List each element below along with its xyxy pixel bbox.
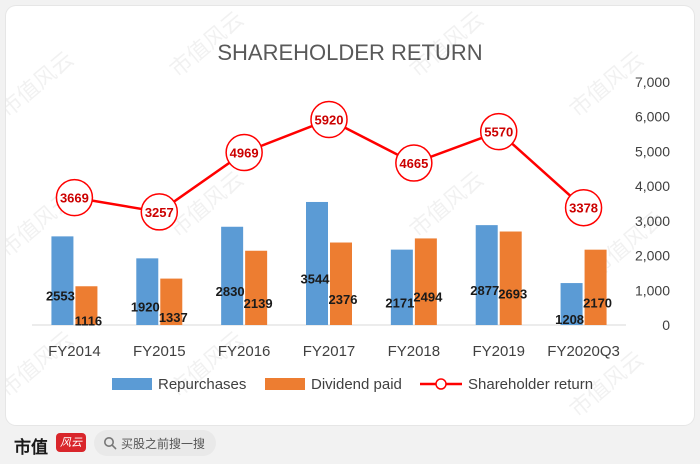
y-tick-label: 7,000 xyxy=(635,74,670,90)
shareholder-return-point xyxy=(140,193,179,231)
dividend-data-label: 2170 xyxy=(583,295,612,310)
y-tick-label: 0 xyxy=(662,317,670,333)
x-tick-label: FY2016 xyxy=(218,343,271,360)
watermark-text: 市值风云 xyxy=(6,47,79,123)
legend: Repurchases Dividend paid Shareholder retu… xyxy=(112,376,593,393)
shareholder-return-data-label: 3669 xyxy=(60,191,89,206)
repurchases-bar xyxy=(221,226,244,325)
shareholder-return-point xyxy=(225,133,263,172)
shareholder-return-data-label: 5920 xyxy=(315,112,344,127)
watermark-text: 市值风云 xyxy=(6,327,79,403)
repurchases-data-label: 2171 xyxy=(385,295,414,310)
repurchases-bar xyxy=(136,258,159,325)
x-axis-labels: FY2014 FY2015 FY2016 FY2017 FY2018 FY2019 FY20… xyxy=(48,343,620,360)
shareholder-return-data-label: 3257 xyxy=(145,205,174,220)
dividend-bar xyxy=(160,278,183,325)
y-tick-label: 4,000 xyxy=(635,178,670,194)
repurchases-bar xyxy=(390,249,413,325)
dividend-bar xyxy=(584,249,607,325)
repurchases-data-label: 2553 xyxy=(46,289,75,304)
dividend-data-label: 1337 xyxy=(159,310,188,325)
brand-logo: 风云 xyxy=(56,433,86,452)
dividend-data-label: 2376 xyxy=(329,292,358,307)
shareholder-return-data-label: 4665 xyxy=(399,156,428,171)
shareholder-return-point xyxy=(395,144,433,182)
legend-swatch-repurchases xyxy=(112,378,152,390)
legend-label-shareholder-return: Shareholder return xyxy=(468,376,593,393)
repurchases-data-label: 2877 xyxy=(470,283,499,298)
dividend-bar xyxy=(245,250,268,325)
repurchases-bar xyxy=(306,201,328,325)
dividend-bar xyxy=(75,286,98,325)
x-tick-label: FY2020Q3 xyxy=(547,343,620,360)
shareholder-return-point xyxy=(479,112,518,151)
legend-label-repurchases: Repurchases xyxy=(158,376,246,393)
x-tick-label: FY2017 xyxy=(303,343,356,360)
x-tick-label: FY2018 xyxy=(388,343,441,360)
y-tick-label: 6,000 xyxy=(635,109,670,125)
y-tick-label: 3,000 xyxy=(635,213,670,229)
dividend-data-label: 2494 xyxy=(413,290,443,305)
shareholder-return-data-label: 5570 xyxy=(484,125,513,140)
chart-title: SHAREHOLDER RETURN xyxy=(217,40,482,65)
shareholder-return-line: 3669 3257 4969 5920 4665 5570 3378 xyxy=(55,100,603,231)
legend-marker-shareholder-return xyxy=(435,378,447,390)
chart-card: 市值风云 市值风云 市值风云 市值风云 市值风云 市值风云 市值风云 市值风云 市值风云 市值风云… xyxy=(6,6,694,425)
search-box[interactable]: 买股之前搜一搜 xyxy=(94,430,216,456)
repurchases-data-label: 1920 xyxy=(131,300,160,315)
dividend-data-label: 2693 xyxy=(498,286,527,301)
footer-bar: 市值 风云 买股之前搜一搜 xyxy=(0,425,700,464)
y-tick-label: 2,000 xyxy=(635,248,670,264)
legend-swatch-dividend xyxy=(265,378,305,390)
y-tick-label: 5,000 xyxy=(635,143,670,159)
legend-label-dividend: Dividend paid xyxy=(311,376,402,393)
x-tick-label: FY2014 xyxy=(48,343,101,360)
search-placeholder: 买股之前搜一搜 xyxy=(121,437,206,451)
brand-name: 市值 xyxy=(14,438,48,458)
repurchases-bar xyxy=(560,283,583,325)
dividend-bar xyxy=(330,242,352,325)
repurchases-data-label: 1208 xyxy=(555,312,584,327)
shareholder-return-data-label: 4969 xyxy=(230,146,259,161)
x-tick-label: FY2019 xyxy=(472,343,525,360)
dividend-bar xyxy=(499,231,522,325)
y-tick-label: 1,000 xyxy=(635,282,670,298)
repurchases-data-label: 2830 xyxy=(216,284,245,299)
shareholder-return-point xyxy=(564,188,603,227)
dividend-data-label: 2139 xyxy=(244,296,273,311)
x-tick-label: FY2015 xyxy=(133,343,186,360)
dividend-data-label: 1116 xyxy=(75,314,103,329)
shareholder-return-point xyxy=(55,178,94,217)
dividend-bar xyxy=(414,238,437,325)
repurchases-bar xyxy=(475,225,498,325)
shareholder-return-point xyxy=(310,100,348,139)
search-icon xyxy=(104,437,117,450)
shareholder-return-data-label: 3378 xyxy=(569,201,598,216)
repurchases-bar xyxy=(51,236,74,325)
y-axis: 0 1,000 2,000 3,000 4,000 5,000 6,000 7,000 xyxy=(635,74,670,333)
repurchases-data-label: 3544 xyxy=(301,271,331,286)
